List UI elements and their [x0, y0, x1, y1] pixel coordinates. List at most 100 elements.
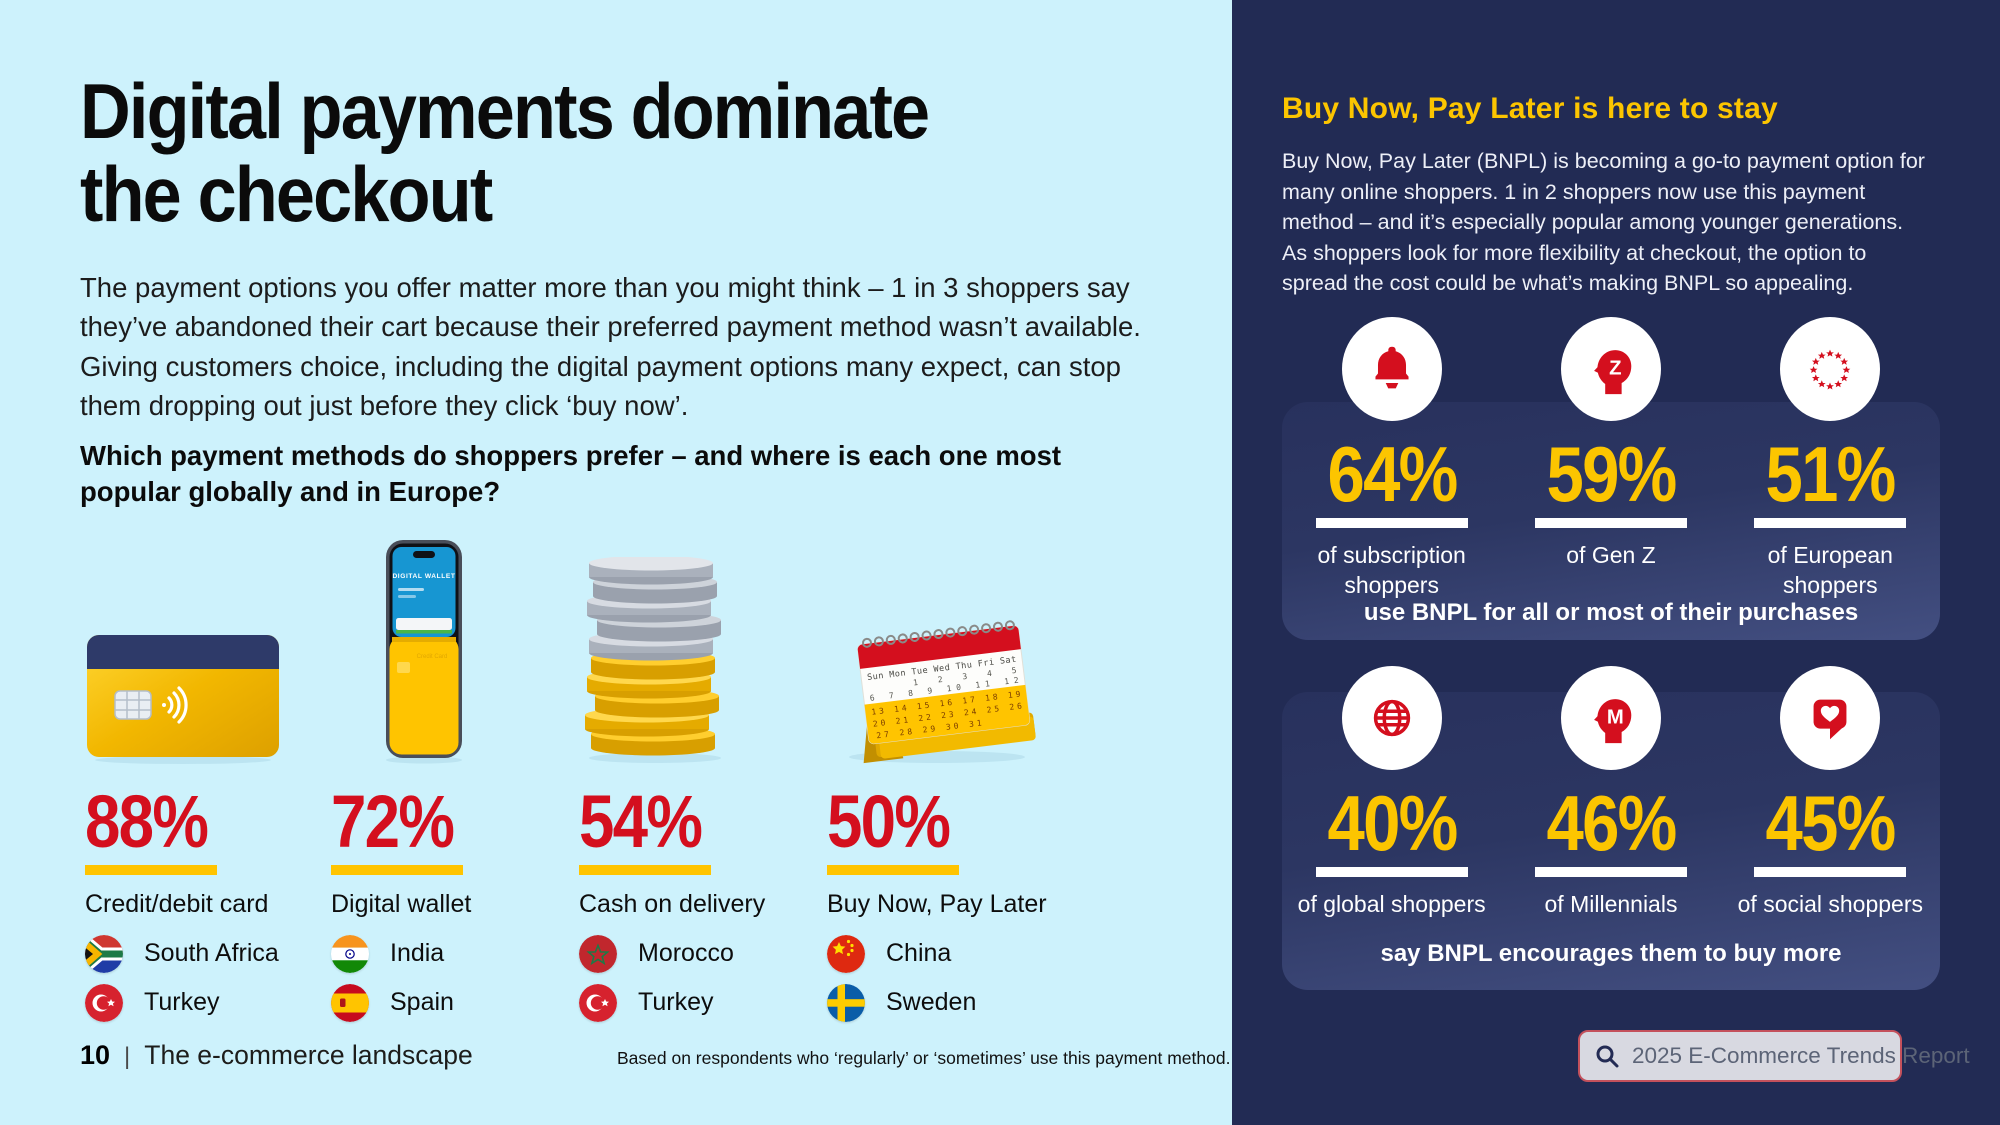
stat-millennials: M 46% of Millennials	[1501, 666, 1720, 920]
method-label: Credit/debit card	[85, 889, 269, 918]
percentage-underline	[827, 864, 959, 875]
stat-percentage: 64%	[1327, 430, 1458, 518]
country-list: China Sweden	[827, 934, 976, 1022]
stat-label: of European shoppers	[1767, 541, 1893, 598]
calendar-yellow-page	[864, 684, 1030, 744]
stat-percentage: 46%	[1546, 779, 1677, 867]
intro-paragraph: The payment options you offer matter mor…	[80, 272, 1141, 421]
page-number: 10	[80, 1040, 111, 1070]
page-footer: 10 | The e-commerce landscape	[80, 1040, 473, 1071]
sweden-flag	[827, 983, 865, 1022]
bnpl-heading: Buy Now, Pay Later is here to stay	[1282, 92, 1778, 125]
methodology-note: Based on respondents who ‘regularly’ or …	[617, 1048, 1231, 1068]
country-label: China	[886, 939, 952, 968]
country-label: India	[390, 939, 445, 968]
country-label: Turkey	[638, 988, 714, 1017]
stat-underline	[1754, 517, 1907, 528]
question-heading: Which payment methods do shoppers prefer…	[80, 440, 1062, 508]
country-row: Turkey	[579, 983, 734, 1022]
bnpl-panel: Buy Now, Pay Later is here to stay Buy N…	[1232, 0, 2000, 1125]
india-flag	[331, 934, 369, 973]
coins-illustration	[579, 512, 833, 764]
bell-icon	[1341, 317, 1442, 421]
gen-z-head-icon: Z	[1560, 317, 1661, 421]
stat-underline	[1754, 866, 1907, 877]
stat-label: of social shoppers	[1737, 890, 1924, 917]
method-percentage: 72%	[331, 780, 455, 863]
stat-label: of Millennials	[1544, 890, 1678, 917]
method-label: Digital wallet	[331, 889, 472, 918]
payment-methods-row: 88% Credit/debit card	[85, 512, 1099, 1022]
stats-row: 40% of global shoppers M 46% of Mille	[1282, 666, 1940, 920]
stat-label: of subscription shoppers	[1317, 541, 1466, 598]
country-row: China	[827, 934, 976, 973]
page-title: Digital payments dominate the checkout	[80, 67, 930, 238]
credit-card-illustration	[85, 512, 331, 764]
country-row: Spain	[331, 983, 454, 1022]
method-percentage: 50%	[827, 780, 951, 863]
card-caption: use BNPL for all or most of their purcha…	[1363, 599, 1859, 626]
turkey-flag	[85, 983, 123, 1022]
phone-screen-label: DIGITAL WALLET	[392, 573, 455, 580]
country-label: South Africa	[144, 939, 279, 968]
method-percentage: 54%	[579, 780, 703, 863]
stat-percentage: 59%	[1546, 430, 1677, 518]
method-digital-wallet: DIGITAL WALLET Credit Card 72% Digital w…	[331, 512, 579, 1022]
calendar-image: Sun Mon Tue Wed Thu Fri Sat 1 2 3 4 5 6 …	[849, 620, 1036, 764]
china-flag	[827, 934, 865, 973]
stat-percentage: 45%	[1765, 779, 1897, 867]
social-like-icon	[1780, 666, 1881, 770]
country-list: India Spain	[331, 934, 454, 1022]
country-row: South Africa	[85, 934, 279, 973]
country-row: Turkey	[85, 983, 279, 1022]
spain-flag	[331, 983, 369, 1022]
bnpl-body-text: Buy Now, Pay Later (BNPL) is becoming a …	[1282, 149, 1925, 296]
country-row: Morocco	[579, 934, 734, 973]
stat-underline	[1534, 517, 1687, 528]
country-list: Morocco Turkey	[579, 934, 734, 1022]
country-label: Turkey	[144, 988, 220, 1017]
method-cash-on-delivery: 54% Cash on delivery Morocco	[579, 512, 827, 1022]
report-title-text: 2025 E-Commerce Trends Report	[1632, 1043, 1970, 1068]
stat-global: 40% of global shoppers	[1282, 666, 1501, 920]
globe-icon	[1341, 666, 1442, 770]
calendar-red-stripe	[857, 625, 1021, 669]
icon-letter: M	[1607, 706, 1624, 728]
method-bnpl: Sun Mon Tue Wed Thu Fri Sat 1 2 3 4 5 6 …	[827, 512, 1099, 1022]
stat-underline	[1534, 866, 1687, 877]
country-list: South Africa Turkey	[85, 934, 279, 1022]
method-label: Buy Now, Pay Later	[827, 889, 1047, 918]
stat-social: 45% of social shoppers	[1721, 666, 1940, 920]
stat-percentage: 40%	[1327, 779, 1458, 867]
method-credit-card: 88% Credit/debit card	[85, 512, 331, 1022]
method-label: Cash on delivery	[579, 889, 766, 918]
credit-card-image	[87, 635, 279, 764]
stat-label: of global shoppers	[1297, 890, 1486, 917]
footer-separator: |	[124, 1043, 131, 1070]
morocco-flag	[579, 934, 617, 973]
calendar-illustration: Sun Mon Tue Wed Thu Fri Sat 1 2 3 4 5 6 …	[827, 512, 1099, 764]
stat-european: 51% of European shoppers	[1721, 317, 1940, 601]
page-title-line-1: Digital payments dominate	[80, 67, 930, 155]
stat-label: of Gen Z	[1566, 541, 1656, 568]
turkey-flag	[579, 983, 617, 1022]
phone-image: DIGITAL WALLET Credit Card	[386, 540, 462, 764]
country-label: Morocco	[638, 939, 734, 968]
millennial-head-icon: M	[1560, 666, 1661, 770]
stat-percentage: 51%	[1765, 430, 1897, 518]
country-label: Spain	[390, 988, 454, 1017]
sleeve-label: Credit Card	[417, 654, 448, 660]
stat-underline	[1315, 517, 1468, 528]
page-title-line-2: the checkout	[80, 149, 493, 238]
report-search-bar[interactable]: 2025 E-Commerce Trends Report	[1578, 1030, 1970, 1082]
eu-stars-icon	[1780, 317, 1881, 421]
phone-notch	[413, 551, 435, 558]
country-row: India	[331, 934, 454, 973]
search-icon	[1594, 1043, 1620, 1069]
percentage-underline	[331, 864, 463, 875]
card-chip	[114, 690, 152, 720]
percentage-underline	[85, 864, 217, 875]
method-percentage: 88%	[85, 780, 209, 863]
coins-image	[585, 557, 721, 763]
